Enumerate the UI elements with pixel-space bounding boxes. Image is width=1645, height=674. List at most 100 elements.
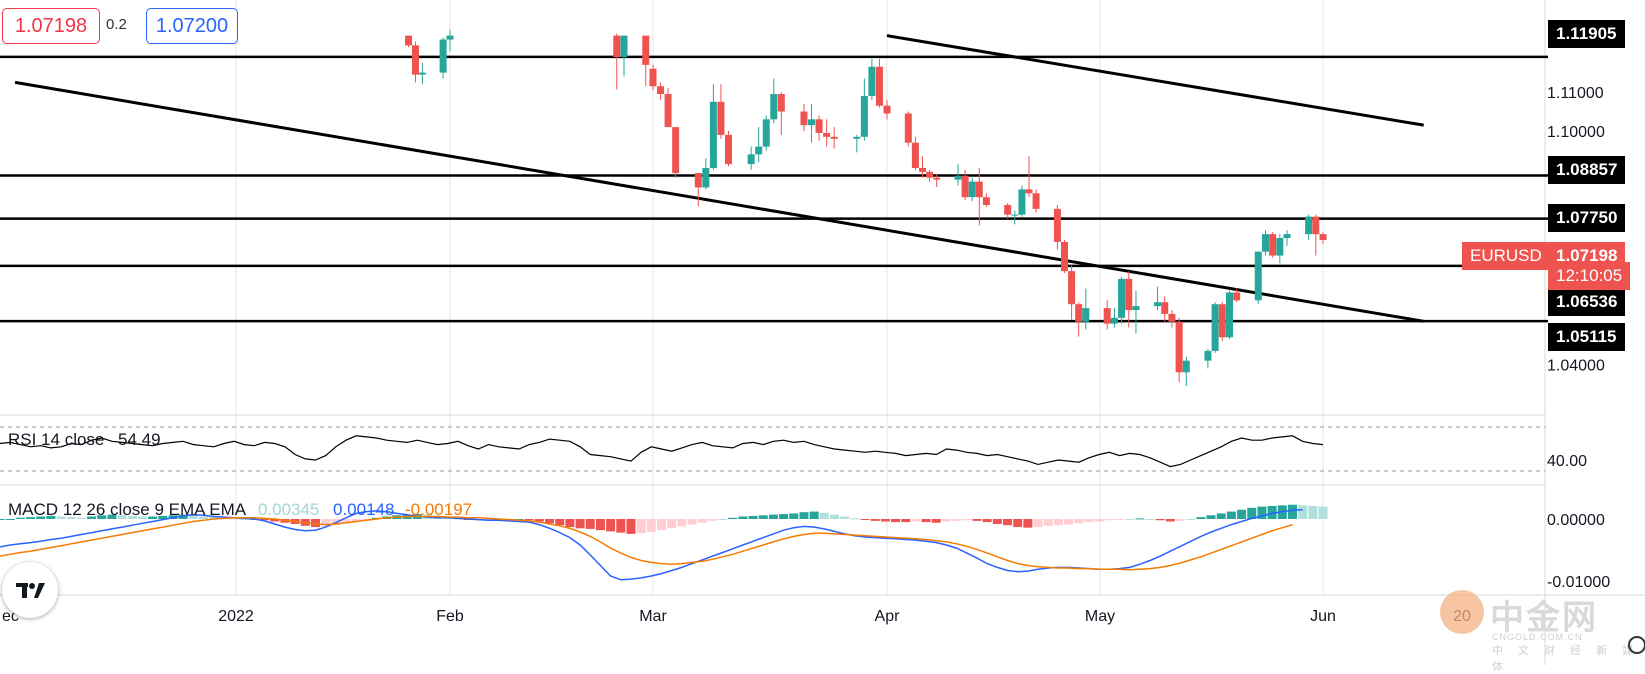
macd-histogram-bar <box>972 519 982 521</box>
macd-histogram-bar <box>992 519 1002 524</box>
macd-histogram-bar <box>1216 513 1226 519</box>
macd-histogram-bar <box>901 519 911 523</box>
macd-histogram-bar <box>758 515 768 519</box>
macd-histogram-bar <box>1308 505 1318 519</box>
macd-histogram-bar <box>66 517 76 519</box>
macd-histogram-bar <box>26 517 36 519</box>
candle-body <box>830 136 838 139</box>
candle-body <box>1204 350 1212 361</box>
macd-histogram-bar <box>1186 519 1196 520</box>
candle-body <box>664 94 672 128</box>
macd-tick-label: -0.01000 <box>1547 574 1610 591</box>
sell-button[interactable]: 1.07198 <box>2 8 100 44</box>
watermark-site: CNGOLD.COM.CN <box>1492 632 1583 642</box>
macd-histogram-value: 0.00345 <box>258 500 319 519</box>
candle-body <box>446 35 454 40</box>
macd-histogram-bar <box>209 517 219 519</box>
macd-histogram-bar <box>962 519 972 521</box>
macd-histogram-bar <box>1104 519 1114 521</box>
time-tick-label: Mar <box>639 608 667 625</box>
macd-histogram-bar <box>1237 509 1247 519</box>
level-label: 1.08857 <box>1548 156 1626 184</box>
tradingview-logo[interactable] <box>2 562 58 618</box>
signal-value: -0.00197 <box>405 500 472 519</box>
candle-body <box>1075 304 1083 322</box>
macd-histogram-bar <box>270 519 280 522</box>
macd-histogram-bar <box>46 515 56 519</box>
macd-histogram-bar <box>199 516 209 519</box>
macd-histogram-bar <box>595 519 605 531</box>
time-tick-label: Feb <box>436 608 464 625</box>
candle-body <box>1168 313 1176 322</box>
spread-value: 0.2 <box>106 16 127 33</box>
macd-histogram-bar <box>1226 511 1236 519</box>
axes: 1.110001.100001.080001.04000ec2022FebMar… <box>2 85 1605 625</box>
candle-body <box>418 72 426 75</box>
macd-histogram-bar <box>1318 506 1328 519</box>
time-tick-label: 2022 <box>218 608 254 625</box>
candle-body <box>926 171 934 178</box>
level-label: 1.05115 <box>1548 323 1625 351</box>
candle-body <box>1032 193 1040 209</box>
macd-histogram-bar <box>1298 505 1308 519</box>
macd-value: 0.00148 <box>333 500 394 519</box>
macd-histogram-bar <box>1114 519 1124 520</box>
macd-histogram-bar <box>1145 519 1155 520</box>
macd-histogram-bar <box>1013 519 1023 528</box>
macd-histogram-bar <box>188 515 198 519</box>
buy-price: 1.07200 <box>155 15 229 37</box>
candle-body <box>1211 304 1219 351</box>
macd-histogram-bar <box>707 519 717 521</box>
candle-body <box>933 177 941 180</box>
candle-body <box>1154 302 1162 307</box>
watermark-tagline: 中 文 财 经 新 媒 体 <box>1492 645 1640 673</box>
candle-body <box>1182 360 1190 373</box>
macd-histogram-bar <box>534 519 544 522</box>
trendline[interactable] <box>14 80 1424 323</box>
candle-body <box>755 146 763 155</box>
candle-body <box>1161 302 1169 314</box>
macd-histogram-bar <box>870 519 880 521</box>
macd-histogram-bar <box>697 519 707 523</box>
candle-body <box>1025 189 1033 194</box>
settings-gear-icon[interactable] <box>1628 636 1645 654</box>
candle-body <box>1175 321 1183 373</box>
macd-histogram-bar <box>117 515 127 519</box>
macd-tick-label: 0.00000 <box>1547 512 1605 529</box>
macd-histogram-bar <box>1023 519 1033 528</box>
time-tick-label: Jun <box>1310 608 1336 625</box>
candle-body <box>1233 292 1241 301</box>
candle-body <box>1110 317 1118 324</box>
macd-histogram-bar <box>321 519 331 527</box>
candle-body <box>777 94 785 112</box>
macd-histogram-bar <box>799 512 809 519</box>
macd-histogram-bar <box>911 519 921 522</box>
candle-body <box>613 35 621 58</box>
macd-histogram-bar <box>860 519 870 520</box>
candle-body <box>439 39 447 73</box>
candle-body <box>875 66 883 106</box>
trendline[interactable] <box>886 34 1424 127</box>
macd-histogram-bar <box>1165 519 1175 522</box>
candle-body <box>853 136 861 139</box>
signal-line <box>0 515 1293 571</box>
trendlines[interactable] <box>0 34 1548 323</box>
rsi-title: RSI 14 close <box>8 430 104 449</box>
candle-body <box>747 154 755 165</box>
macd-histogram-bar <box>36 516 46 519</box>
candle-body <box>694 173 702 188</box>
candle-body <box>672 127 680 174</box>
macd-histogram-bar <box>952 519 962 521</box>
macd-histogram-bar <box>1155 519 1165 521</box>
candle-body <box>868 66 876 96</box>
candle-body <box>411 45 419 75</box>
macd-histogram-bar <box>768 514 778 519</box>
macd-histogram-bar <box>178 514 188 519</box>
candle-body <box>1068 271 1076 305</box>
macd-histogram-bar <box>1043 519 1053 526</box>
buy-button[interactable]: 1.07200 <box>146 8 238 44</box>
macd-histogram-bar <box>819 512 829 519</box>
candle-body <box>1254 251 1262 301</box>
